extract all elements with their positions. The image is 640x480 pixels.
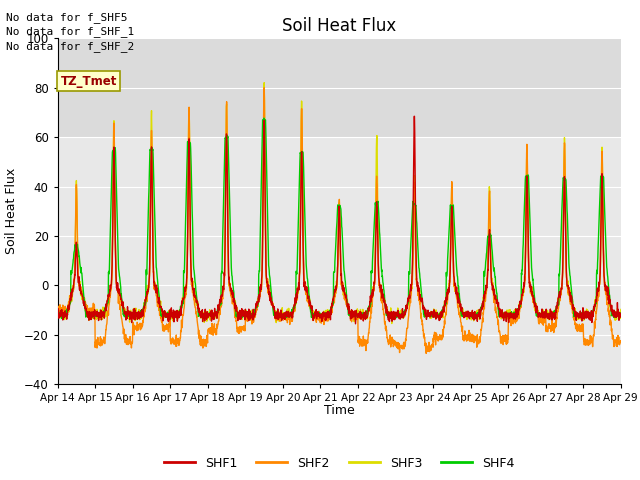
Line: SHF4: SHF4 (58, 118, 621, 318)
SHF3 (568, 298, 575, 303)
SHF2 (583, 339, 591, 345)
SHF1 (351, 321, 359, 327)
SHF2 (260, 85, 268, 91)
SHF1 (211, 305, 218, 311)
SHF2 (54, 311, 61, 316)
SHF4 (58, 315, 65, 321)
SHF4 (356, 312, 364, 318)
SHF2 (368, 301, 376, 307)
X-axis label: Time: Time (324, 405, 355, 418)
Text: No data for f_SHF5: No data for f_SHF5 (6, 12, 128, 23)
SHF4 (617, 312, 625, 318)
SHF3 (211, 314, 218, 320)
SHF4 (54, 312, 61, 318)
SHF1 (617, 311, 625, 317)
SHF3 (617, 307, 625, 312)
SHF2 (211, 330, 218, 336)
SHF2 (568, 302, 575, 308)
SHF1 (568, 294, 575, 300)
Text: No data for f_SHF_2: No data for f_SHF_2 (6, 41, 134, 52)
Y-axis label: Soil Heat Flux: Soil Heat Flux (5, 168, 19, 254)
SHF3 (388, 321, 396, 326)
SHF4 (260, 115, 268, 121)
SHF2 (356, 343, 364, 349)
SHF1 (504, 310, 511, 316)
SHF1 (54, 309, 61, 315)
SHF1 (411, 113, 419, 119)
Title: Soil Heat Flux: Soil Heat Flux (282, 17, 396, 36)
Line: SHF1: SHF1 (58, 116, 621, 324)
SHF4 (504, 312, 511, 317)
SHF4 (583, 313, 591, 319)
SHF3 (583, 313, 591, 319)
SHF1 (356, 315, 364, 321)
SHF4 (211, 311, 219, 317)
SHF3 (504, 316, 511, 322)
SHF4 (369, 270, 376, 276)
SHF4 (568, 288, 575, 294)
SHF3 (260, 80, 268, 85)
SHF1 (583, 311, 591, 316)
SHF2 (422, 350, 430, 356)
Bar (58, 38, 621, 137)
SHF2 (617, 338, 625, 344)
Line: SHF3: SHF3 (58, 83, 621, 324)
SHF3 (54, 314, 61, 320)
SHF3 (368, 292, 376, 298)
SHF3 (356, 312, 364, 318)
Text: TZ_Tmet: TZ_Tmet (60, 75, 116, 88)
SHF1 (368, 295, 376, 300)
SHF2 (504, 333, 511, 338)
Text: No data for f_SHF_1: No data for f_SHF_1 (6, 26, 134, 37)
Legend: SHF1, SHF2, SHF3, SHF4: SHF1, SHF2, SHF3, SHF4 (159, 452, 520, 475)
Line: SHF2: SHF2 (58, 88, 621, 353)
